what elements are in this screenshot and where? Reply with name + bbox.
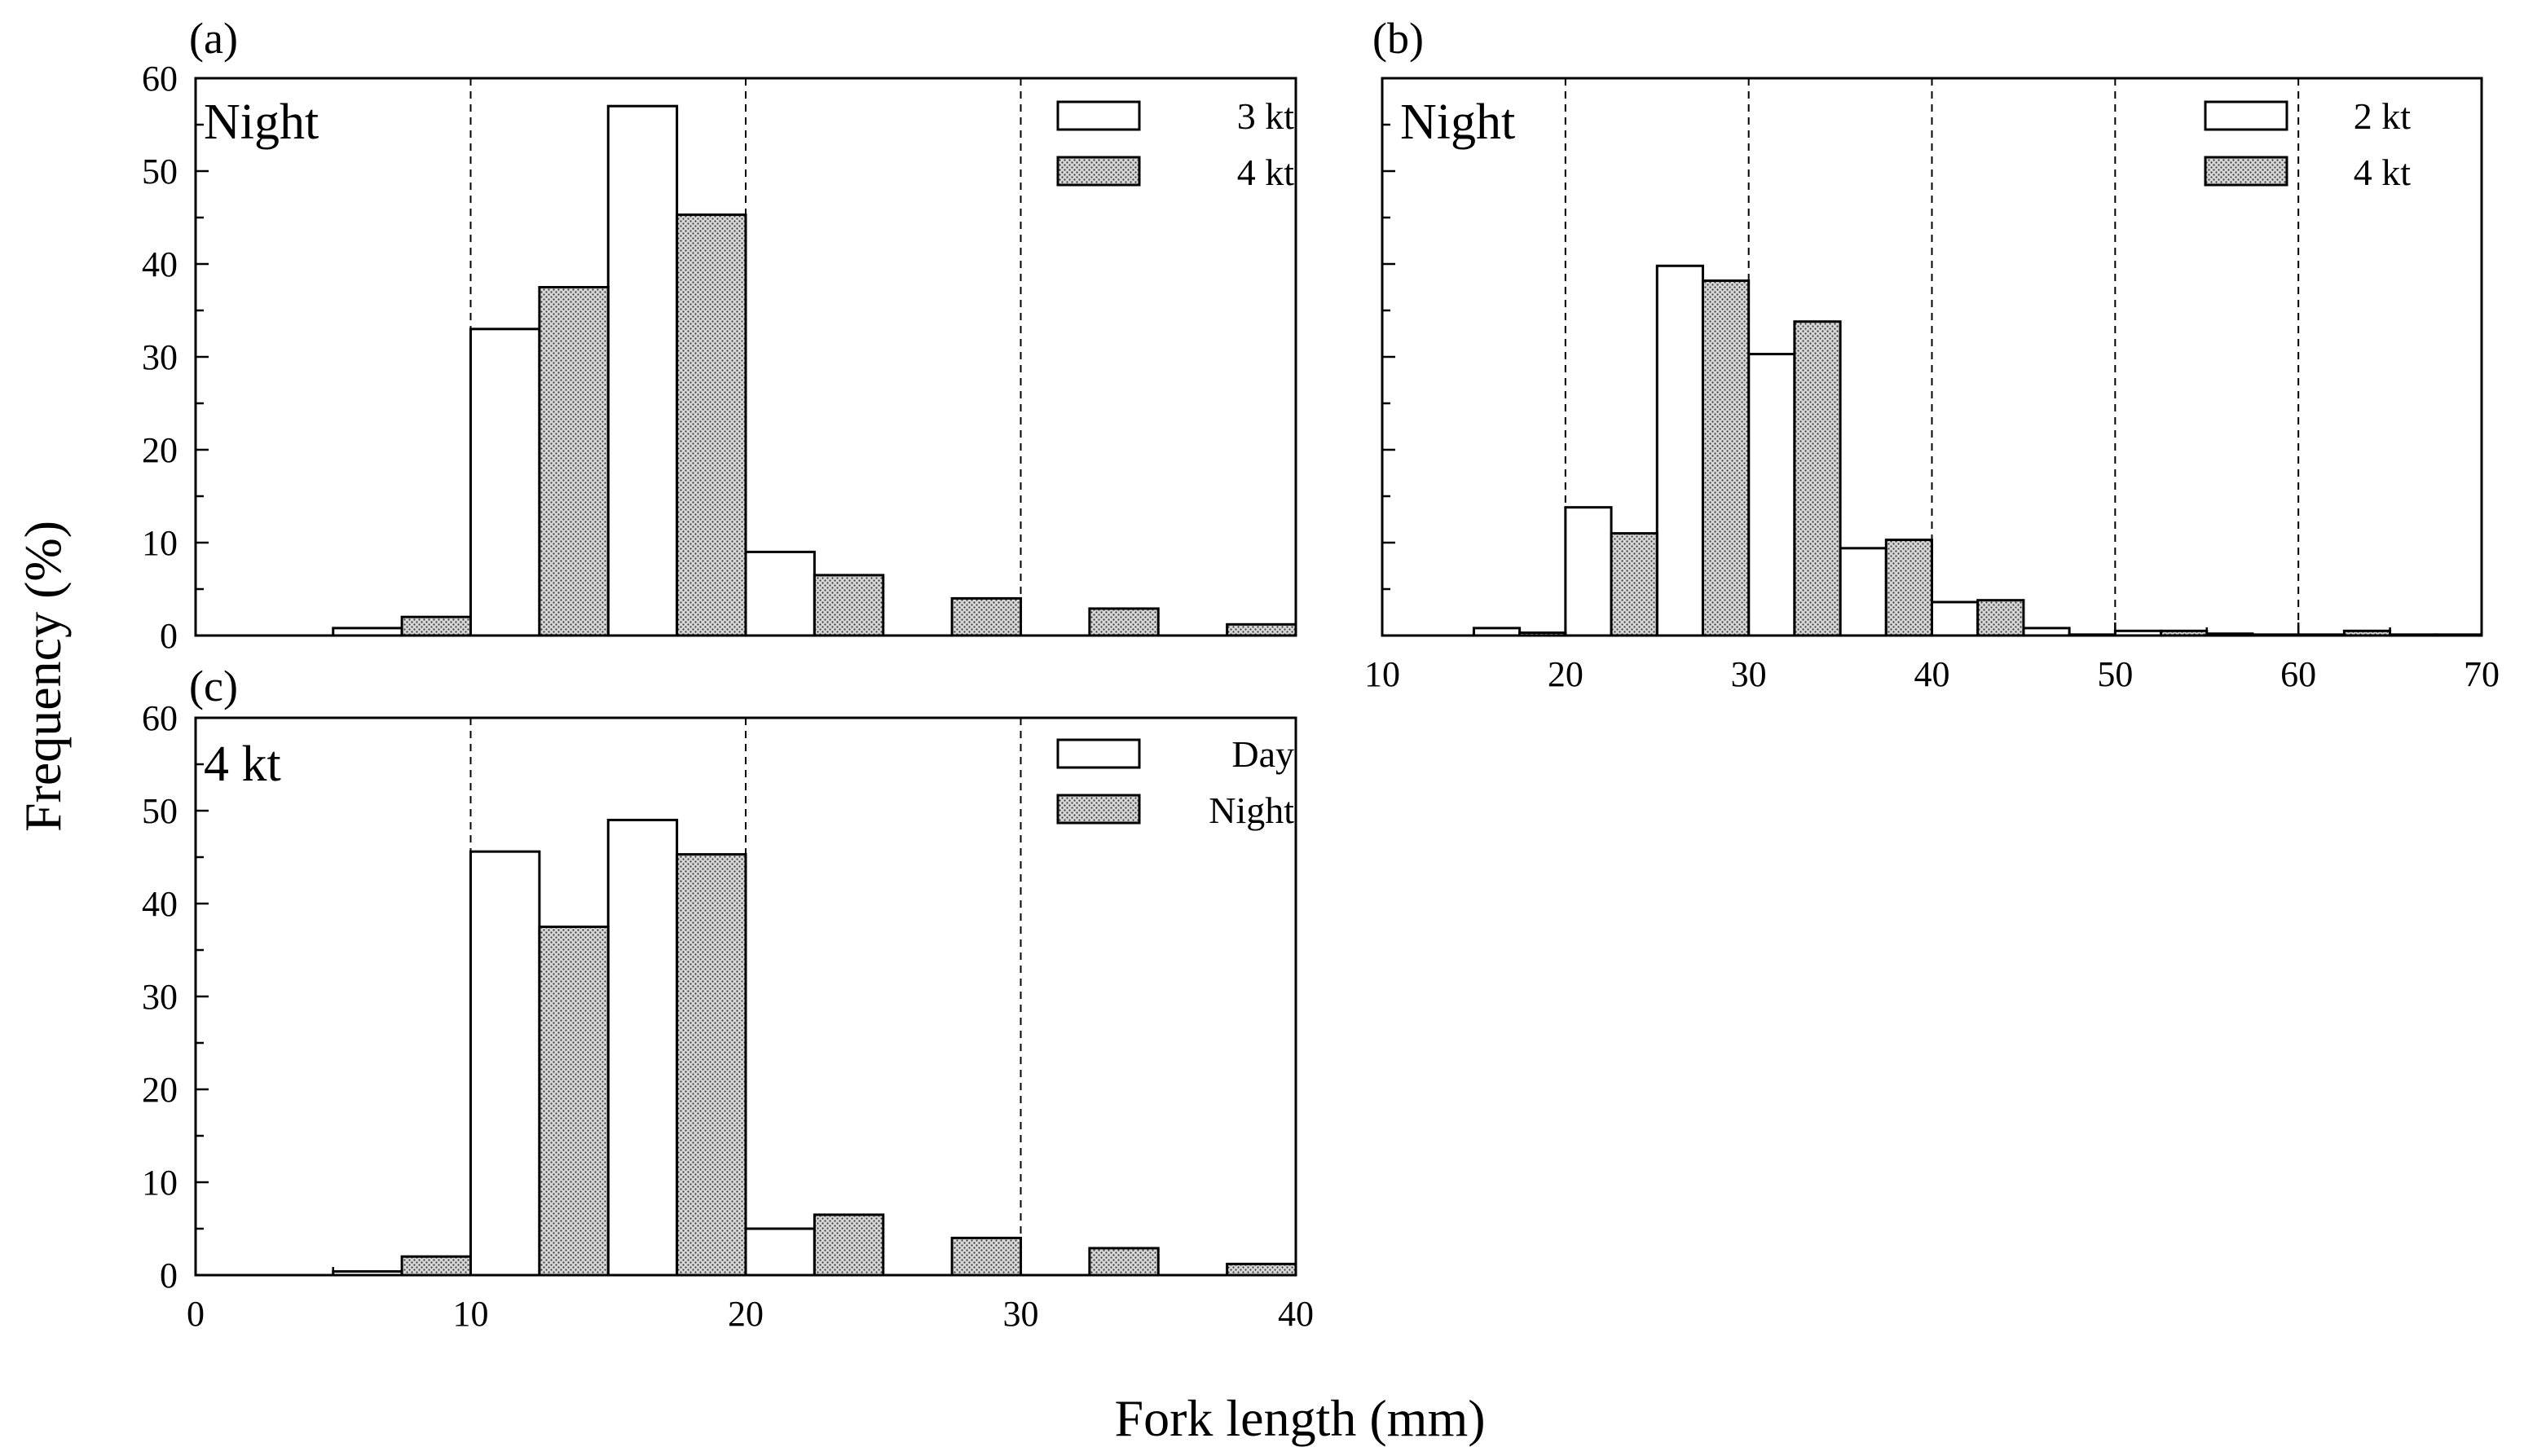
panel-a-bar-3kt-20 xyxy=(744,550,816,637)
panel-c-y-tick-label: 0 xyxy=(160,1256,178,1295)
panel-b-x-tick-label: 40 xyxy=(1914,654,1950,694)
panel-a-legend: 3 kt 4 kt xyxy=(1056,95,1295,193)
panel-c-condition-label: 4 kt xyxy=(204,737,281,792)
panel-b-x-tick-label: 30 xyxy=(1731,654,1767,694)
panel-c-bar-day-15 xyxy=(606,818,679,1277)
panel-b-bar-2kt-20 xyxy=(1564,506,1613,637)
panel-c-bar-night-25 xyxy=(950,1236,1022,1277)
legend-label-4kt: 4 kt xyxy=(2354,152,2412,193)
legend-swatch-2kt xyxy=(2204,100,2288,131)
panel-c-legend: Day Night xyxy=(1056,733,1294,831)
legend-label-day: Day xyxy=(1231,733,1294,775)
panel-a-bar-3kt-15 xyxy=(606,104,679,637)
y-axis-title: Frequency (%) xyxy=(14,521,72,832)
panel-b-bar-2kt-30 xyxy=(1747,353,1796,637)
panel-a-bar-4kt-15 xyxy=(676,213,747,637)
panel-c-y-tick-label: 10 xyxy=(142,1163,178,1203)
panel-a-y-tick-label: 30 xyxy=(142,337,178,377)
panel-b-bar-2kt-40 xyxy=(1931,600,1980,637)
panel-b: 10 20 30 40 50 60 70 (b) Night 2 kt 4 kt xyxy=(1364,14,2500,694)
panel-b-plot: 10 20 30 40 50 60 70 xyxy=(1364,77,2500,694)
panel-a-y-tick-label: 50 xyxy=(142,152,178,191)
panel-a-bar-4kt-10 xyxy=(538,286,610,637)
panel-c-y-tick-label: 50 xyxy=(142,791,178,831)
panel-c: 0 10 20 30 40 0 10 20 30 40 50 60 (c) 4 kt Day Nigh… xyxy=(142,662,1314,1334)
panel-c-x-tick-label: 30 xyxy=(1003,1294,1039,1334)
panel-c-bar-night-10 xyxy=(538,926,610,1277)
panel-c-bar-night-15 xyxy=(676,853,747,1277)
panel-a-y-tick-label: 40 xyxy=(142,244,178,284)
panel-a-bar-4kt-25 xyxy=(950,596,1022,637)
panel-c-y-tick-label: 20 xyxy=(142,1070,178,1110)
panel-c-bar-night-30 xyxy=(1088,1247,1160,1277)
panel-c-bar-night-5 xyxy=(400,1255,472,1277)
panel-b-bar-4kt-25 xyxy=(1701,279,1751,637)
legend-swatch-night xyxy=(1056,794,1141,825)
panel-b-bar-4kt-30 xyxy=(1793,320,1842,637)
legend-label-3kt: 3 kt xyxy=(1237,95,1295,137)
legend-swatch-day xyxy=(1056,738,1141,769)
panel-c-bar-night-20 xyxy=(813,1213,885,1277)
panel-a-plot: 0 10 20 30 40 50 60 xyxy=(142,59,1297,656)
panel-b-x-tick-label: 20 xyxy=(1548,654,1584,694)
legend-label-4kt: 4 kt xyxy=(1237,152,1295,193)
panel-a-y-tick-label: 10 xyxy=(142,523,178,563)
panel-c-bar-day-10 xyxy=(469,850,541,1277)
panel-c-label: (c) xyxy=(189,662,238,710)
panel-c-x-tick-label: 40 xyxy=(1278,1294,1314,1334)
panel-b-condition-label: Night xyxy=(1400,95,1515,150)
panel-c-y-tick-label: 60 xyxy=(142,698,178,738)
panel-a: 0 10 20 30 40 50 60 (a) Night 3 kt 4 kt xyxy=(142,14,1297,656)
panel-a-y-tick-label: 60 xyxy=(142,59,178,99)
legend-swatch-3kt xyxy=(1056,100,1141,131)
panel-a-condition-label: Night xyxy=(204,95,319,150)
panel-b-bar-2kt-35 xyxy=(1839,547,1887,637)
panel-b-x-tick-label: 10 xyxy=(1364,654,1400,694)
panel-a-bar-3kt-10 xyxy=(469,328,541,637)
panel-c-y-tick-label: 40 xyxy=(142,884,178,924)
panel-b-x-tick-label: 50 xyxy=(2097,654,2133,694)
legend-swatch-4kt xyxy=(1056,156,1141,187)
panel-a-bar-4kt-20 xyxy=(813,574,885,637)
panel-b-bar-4kt-20 xyxy=(1610,532,1658,637)
panel-a-bar-4kt-30 xyxy=(1088,607,1160,637)
panel-a-y-tick-label: 0 xyxy=(160,616,178,656)
panel-b-x-tick-label: 60 xyxy=(2280,654,2316,694)
panel-c-bar-night-35 xyxy=(1226,1262,1297,1277)
panel-b-legend: 2 kt 4 kt xyxy=(2204,95,2412,193)
panel-a-bar-4kt-5 xyxy=(400,615,472,637)
legend-label-2kt: 2 kt xyxy=(2354,95,2412,137)
legend-swatch-4kt xyxy=(2204,156,2288,187)
panel-c-plot: 0 10 20 30 40 0 10 20 30 40 50 60 xyxy=(142,698,1314,1334)
panel-c-bar-day-20 xyxy=(744,1227,816,1277)
panel-a-label: (a) xyxy=(189,14,238,63)
panel-b-label: (b) xyxy=(1372,14,1424,63)
x-axis-title: Fork length (mm) xyxy=(1114,1389,1485,1447)
panel-b-x-tick-label: 70 xyxy=(2464,654,2500,694)
panel-a-bar-4kt-35 xyxy=(1226,622,1297,637)
panel-c-x-tick-label: 20 xyxy=(728,1294,764,1334)
legend-label-night: Night xyxy=(1209,790,1294,831)
panel-b-bar-2kt-25 xyxy=(1655,264,1704,637)
panel-a-y-tick-label: 20 xyxy=(142,430,178,470)
panel-c-x-tick-label: 0 xyxy=(187,1294,205,1334)
panel-b-bar-4kt-40 xyxy=(1976,599,2025,637)
panel-b-bar-4kt-35 xyxy=(1884,539,1934,637)
panel-c-x-tick-label: 10 xyxy=(453,1294,489,1334)
panel-c-y-tick-label: 30 xyxy=(142,977,178,1017)
